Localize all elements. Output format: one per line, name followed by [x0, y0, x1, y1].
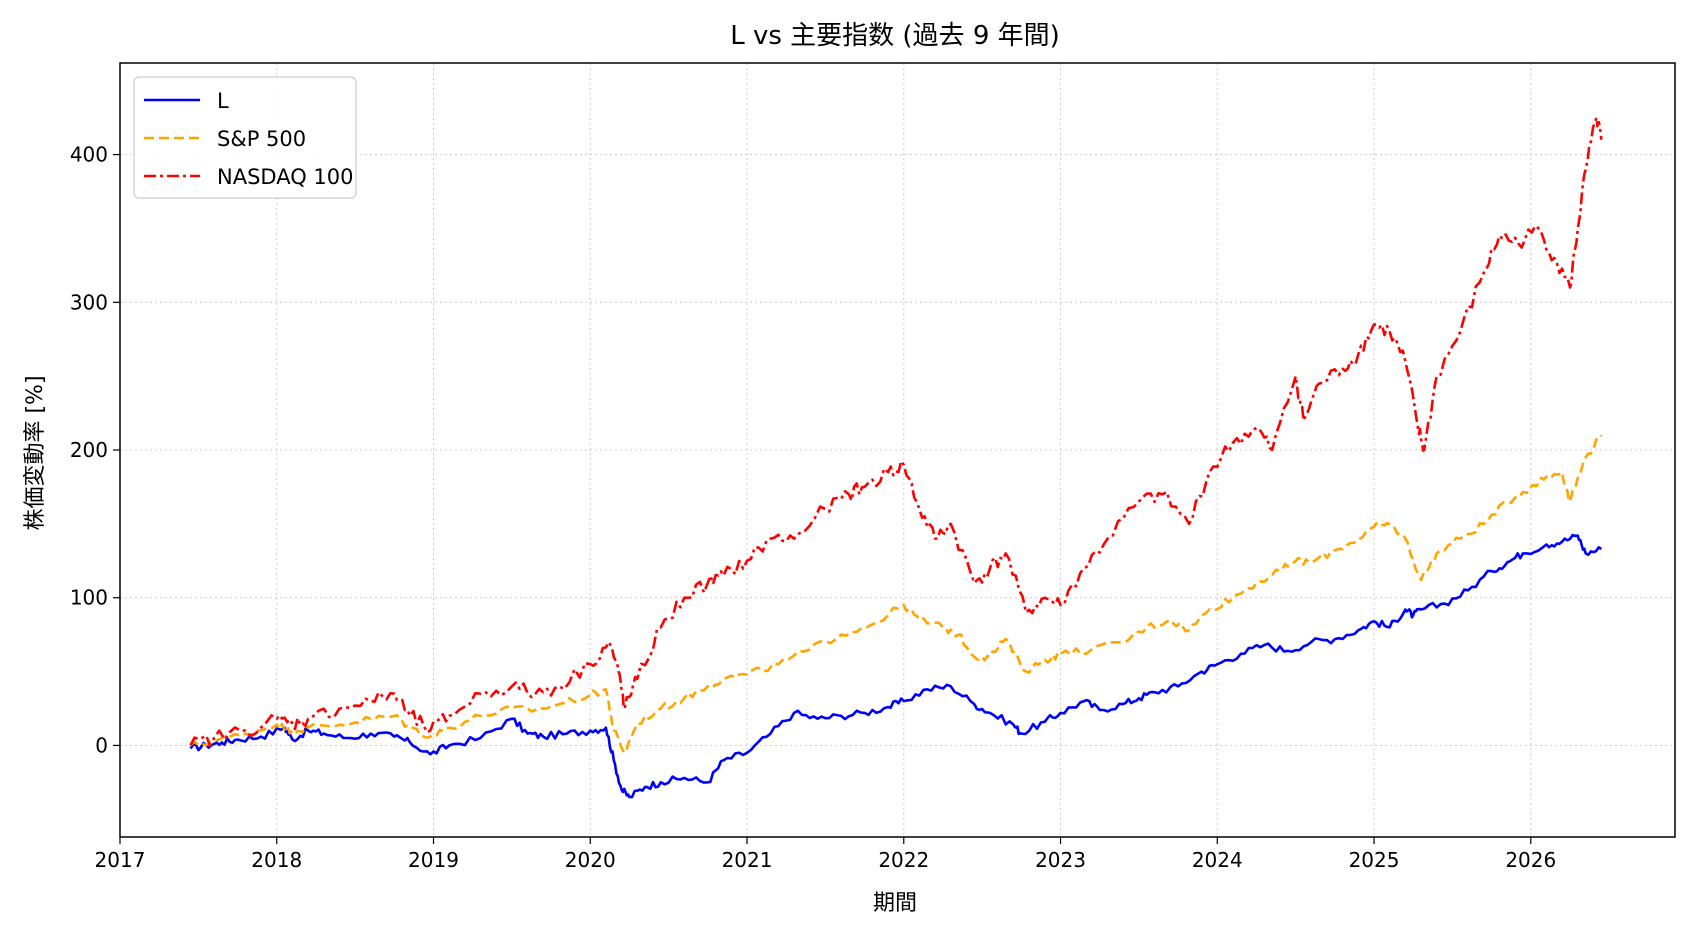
x-tick-label: 2020	[565, 848, 616, 872]
series-line-1	[189, 533, 1602, 799]
y-tick-label: 400	[70, 143, 108, 167]
x-tick-label: 2021	[722, 848, 773, 872]
x-tick-label: 2023	[1035, 848, 1086, 872]
y-tick-label: 0	[95, 733, 108, 757]
x-tick-label: 2019	[408, 848, 459, 872]
grid-lines	[119, 63, 1675, 837]
y-axis-title: 株価変動率 [%]	[23, 375, 48, 530]
axis-ticks: 2017 2018 2019 2020 2021 2022 2023 2024 2025 2026…	[70, 143, 1556, 872]
y-tick-label: 300	[70, 290, 108, 314]
x-tick-label: 2017	[95, 848, 146, 872]
legend-label: NASDAQ 100	[217, 165, 354, 189]
y-tick-label: 100	[70, 586, 108, 610]
series-line-3	[189, 116, 1603, 748]
series-lines	[189, 116, 1603, 799]
y-tick-label: 200	[70, 438, 108, 462]
series-line-2	[189, 434, 1603, 755]
legend-label: L	[217, 89, 229, 113]
x-axis-title: 期間	[873, 891, 917, 916]
legend-box	[133, 76, 357, 199]
x-tick-label: 2025	[1349, 848, 1400, 872]
legend: L S&P 500 NASDAQ 100	[133, 76, 357, 199]
x-tick-label: 2018	[251, 848, 302, 872]
x-tick-label: 2024	[1192, 848, 1243, 872]
chart-title: L vs 主要指数 (過去 9 年間)	[730, 21, 1060, 51]
legend-label: S&P 500	[217, 127, 306, 151]
x-tick-label: 2022	[878, 848, 929, 872]
x-tick-label: 2026	[1505, 848, 1556, 872]
